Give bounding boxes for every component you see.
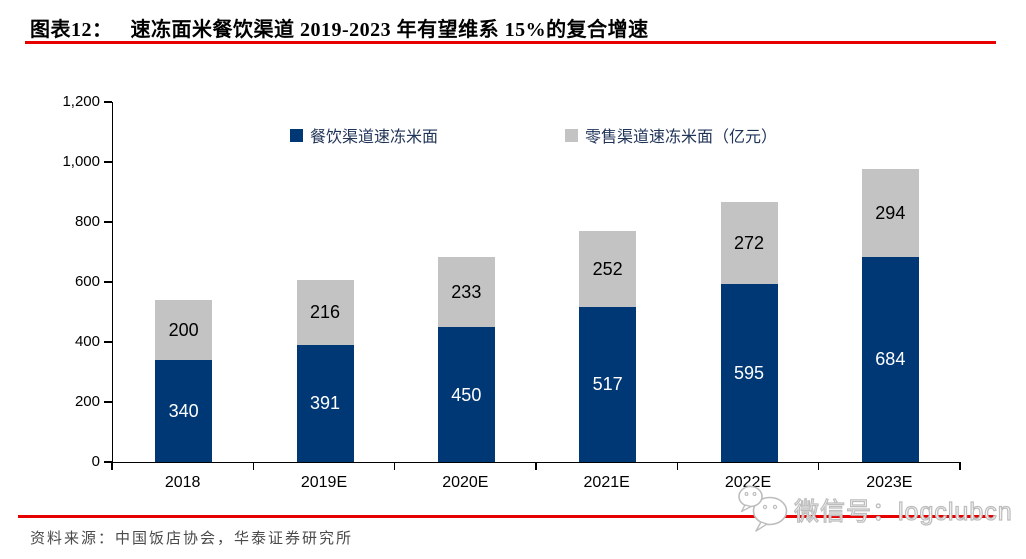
legend-swatch-retail — [565, 128, 578, 142]
legend-item-restaurant: 餐饮渠道速冻米面 — [290, 123, 438, 147]
figure-title: 图表12： 速冻面米餐饮渠道 2019-2023 年有望维系 15%的复合增速 — [30, 13, 649, 42]
bar-value-label: 272 — [733, 232, 765, 253]
x-axis-category-label: 2018 — [164, 474, 201, 491]
y-axis-tick — [104, 461, 112, 463]
bar-value-label: 340 — [168, 401, 199, 421]
x-axis-tick — [393, 463, 396, 470]
legend-item-retail: 零售渠道速冻米面（亿元） — [565, 123, 777, 147]
bar-segment-retail: 200 — [155, 300, 213, 360]
bar-value-label: 294 — [875, 202, 906, 223]
bar-segment-retail: 252 — [579, 231, 637, 307]
bar-value-label: 595 — [733, 362, 765, 383]
bar-value-label: 684 — [875, 349, 906, 370]
y-axis-tick-label: 600 — [74, 273, 100, 290]
x-axis-category-label: 2023E — [866, 474, 913, 491]
bar-segment-retail: 272 — [720, 201, 778, 284]
y-axis-tick — [104, 221, 112, 223]
bar-segment-restaurant: 517 — [579, 306, 637, 462]
y-axis-tick — [104, 161, 112, 163]
plot-area: 340 200 391 216 450 233 517 252 595 272 684 294 — [112, 102, 961, 463]
x-axis-category-label: 2022E — [724, 474, 772, 491]
x-axis-category-label: 2020E — [442, 474, 489, 491]
source-note: 资料来源：中国饭店协会，华泰证券研究所 — [30, 531, 354, 547]
x-axis-tick — [676, 463, 679, 470]
y-axis-tick — [104, 101, 112, 103]
bar-value-label: 216 — [309, 302, 341, 323]
legend-swatch-restaurant — [290, 128, 303, 142]
legend-label-restaurant: 餐饮渠道速冻米面 — [310, 129, 439, 146]
x-axis-category-label: 2019E — [300, 474, 348, 491]
bar-value-label: 450 — [451, 384, 482, 405]
bar-segment-restaurant: 340 — [155, 360, 213, 462]
y-axis-tick-label: 1,200 — [62, 93, 100, 110]
y-axis-tick — [104, 401, 112, 403]
y-axis-tick-label: 0 — [91, 453, 100, 470]
bar-segment-restaurant: 391 — [296, 344, 354, 462]
y-axis-tick — [104, 341, 112, 343]
x-axis-tick — [252, 463, 255, 470]
x-axis-tick — [535, 463, 537, 470]
figure-label: 图表12： — [30, 19, 113, 41]
watermark-text: 微信号：logclubcn — [793, 497, 1013, 526]
x-axis-tick — [111, 463, 113, 470]
bar-value-label: 517 — [592, 374, 623, 395]
bar-segment-restaurant: 450 — [437, 327, 495, 462]
x-axis-tick — [959, 463, 961, 470]
bar-segment-retail: 216 — [296, 279, 354, 345]
y-axis-tick-label: 200 — [74, 393, 100, 410]
legend-label-retail: 零售渠道速冻米面（亿元） — [585, 129, 778, 146]
bar-segment-restaurant: 684 — [861, 256, 919, 462]
wechat-icon — [738, 485, 788, 532]
y-axis-tick-label: 400 — [74, 333, 100, 350]
bar-value-label: 252 — [592, 259, 623, 280]
bar-value-label: 233 — [451, 282, 482, 303]
x-axis-tick — [817, 463, 820, 470]
title-underline — [25, 41, 996, 44]
watermark: 微信号：logclubcn — [736, 484, 1013, 536]
bar-value-label: 200 — [168, 320, 199, 340]
bar-segment-retail: 294 — [861, 168, 919, 257]
y-axis-tick-label: 1,000 — [62, 153, 100, 170]
x-axis-category-label: 2021E — [583, 474, 630, 491]
y-axis-tick — [104, 281, 112, 283]
bottom-rule — [18, 515, 995, 518]
y-axis-tick-label: 800 — [74, 213, 100, 230]
bar-value-label: 391 — [309, 393, 341, 414]
bar-segment-restaurant: 595 — [720, 283, 778, 462]
bar-segment-retail: 233 — [437, 257, 495, 327]
figure-title-text: 速冻面米餐饮渠道 2019-2023 年有望维系 15%的复合增速 — [130, 19, 649, 41]
